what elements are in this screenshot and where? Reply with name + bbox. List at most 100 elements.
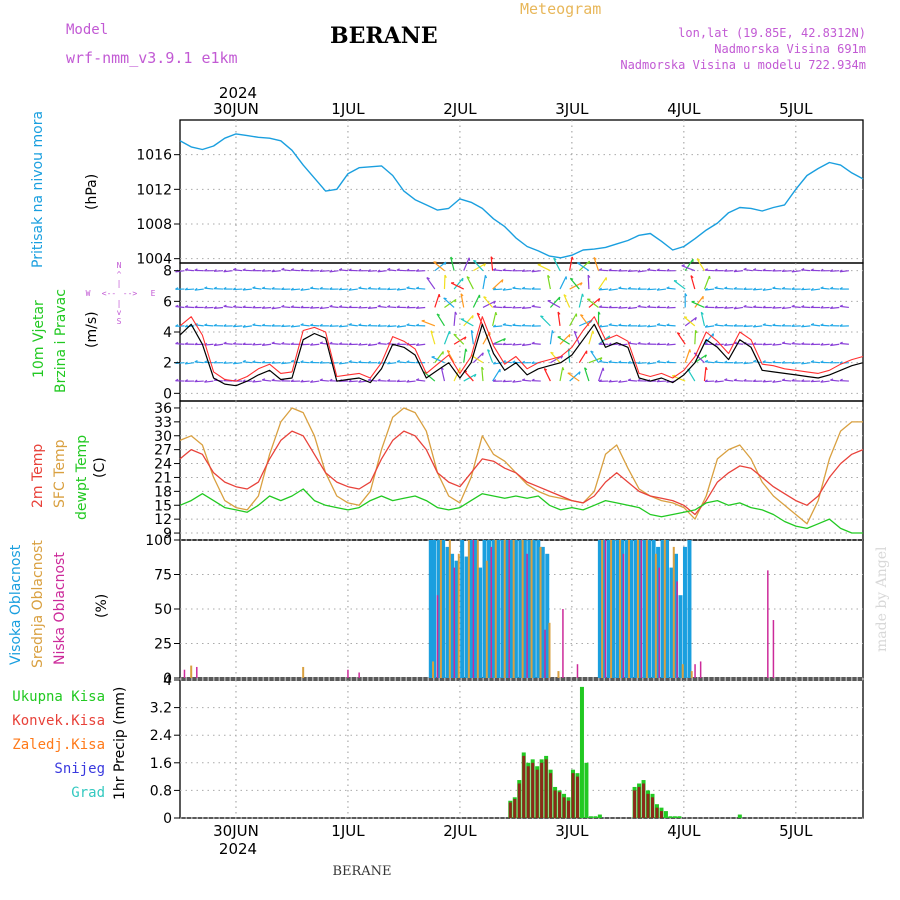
wind-arrow-head: [348, 305, 352, 308]
wind-arrow: [578, 260, 590, 272]
wind-arrow: [223, 305, 233, 309]
wind-arrow: [490, 256, 494, 271]
wind-arrow-head: [484, 275, 488, 279]
wind-arrow-head: [647, 268, 651, 271]
wind-arrow-head: [473, 373, 477, 378]
wind-arrow-head: [338, 361, 342, 365]
y-tick-label: 4: [163, 325, 172, 341]
wind-arrow: [482, 275, 487, 290]
cloud-mid-bar: [672, 546, 675, 678]
wind-arrow-head: [543, 367, 548, 371]
wind-arrow: [339, 269, 349, 272]
wind-arrow-head: [329, 341, 333, 345]
wind-arrow-head: [483, 296, 487, 299]
wind-arrow: [310, 380, 320, 383]
wind-arrow-head: [801, 287, 805, 291]
wind-arrow-head: [656, 360, 660, 363]
wind-arrow: [460, 293, 465, 308]
wind-arrow-head: [194, 268, 198, 271]
cloud-low-bar: [604, 540, 607, 678]
wind-arrow-head: [581, 293, 584, 297]
wind-arrow-head: [493, 268, 497, 271]
wind-arrow-head: [271, 306, 275, 310]
wind-arrow-head: [319, 286, 323, 290]
wind-arrow-head: [490, 256, 494, 260]
wind-arrow-head: [502, 323, 506, 326]
wind-arrow: [233, 269, 243, 272]
cloud-high-bar: [527, 540, 532, 678]
wind-arrow: [543, 368, 551, 382]
year-label-bottom: 2024: [219, 840, 257, 858]
wind-arrow-head: [481, 366, 485, 370]
wind-arrow-head: [252, 305, 256, 309]
wind-arrow-head: [704, 379, 708, 383]
cloud-low-bar: [508, 540, 510, 678]
wind-arrow-head: [271, 323, 275, 327]
wind-arrow-head: [460, 293, 464, 297]
precip-label-conv: Konvek.Kisa: [12, 713, 105, 729]
cloud-low-bar: [358, 672, 360, 678]
wind-arrow: [453, 311, 456, 326]
wind-arrow-head: [762, 287, 766, 291]
precip-conv-bar: [540, 762, 544, 818]
wind-arrow: [573, 330, 580, 345]
wind-arrow-head: [471, 315, 474, 319]
wind-arrow-head: [558, 296, 561, 301]
wind-arrow-head: [466, 276, 470, 279]
wind-arrow-head: [598, 305, 603, 308]
wind-arrow-head: [781, 378, 786, 381]
cloud-mid-bar: [485, 560, 488, 678]
wind-arrow: [434, 351, 444, 364]
cloud-high-bar: [522, 540, 527, 678]
wind-arrow-head: [762, 268, 766, 272]
wind-arrow: [810, 288, 821, 291]
wind-arrow: [271, 342, 281, 345]
wind-arrow-head: [367, 360, 371, 364]
wind-arrow: [733, 342, 744, 345]
cloud-mid-bar: [457, 553, 460, 678]
wind-arrow: [618, 287, 628, 290]
wind-arrow: [782, 270, 792, 273]
wind-arrow: [690, 275, 696, 290]
wind-arrow-head: [396, 268, 400, 271]
wind-arrow-head: [820, 379, 824, 383]
year-label-top: 2024: [219, 84, 257, 102]
y-tick-label: 33: [154, 415, 172, 431]
wind-arrow-head: [666, 342, 670, 346]
wind-arrow-head: [290, 359, 295, 363]
cloud-mid-bar: [557, 671, 560, 678]
wind-arrow: [329, 362, 339, 365]
precip-conv-bar: [655, 807, 659, 818]
wind-arrow-head: [252, 286, 256, 289]
wind-arrow-head: [521, 378, 526, 381]
wind-arrow-head: [175, 324, 179, 327]
wind-arrow: [724, 287, 734, 290]
wind-arrow-head: [753, 359, 757, 363]
cloud-high-bar: [540, 546, 545, 678]
wind-arrow: [493, 325, 503, 328]
wind-arrow-head: [801, 361, 805, 365]
wind-arrow-head: [598, 298, 601, 302]
wind-arrow: [450, 256, 455, 271]
wind-arrow-head: [704, 268, 709, 271]
wind-arrow-head: [194, 305, 198, 308]
wind-arrow-head: [820, 323, 824, 326]
wind-arrow-head: [204, 268, 208, 272]
wind-title-line1: 10m Vjetar: [31, 300, 47, 378]
wind-arrow-head: [473, 259, 477, 262]
cloud-high-bar: [478, 567, 483, 678]
wind-arrow-head: [598, 379, 603, 382]
cloud-low-bar: [490, 546, 493, 678]
wind-arrow-head: [647, 342, 651, 345]
wind-arrow: [262, 379, 272, 382]
wind-arrow-head: [839, 341, 843, 345]
wind-arrow-head: [646, 324, 651, 328]
wind-arrow-head: [348, 323, 352, 326]
cloud-low-bar: [347, 669, 349, 678]
wind-arrow-head: [358, 379, 362, 383]
wind-arrow: [387, 306, 397, 309]
wind-arrow: [233, 306, 243, 309]
cloud-mid-bar: [521, 540, 524, 678]
wind-arrow-head: [436, 313, 440, 316]
wind-arrow: [466, 276, 474, 290]
